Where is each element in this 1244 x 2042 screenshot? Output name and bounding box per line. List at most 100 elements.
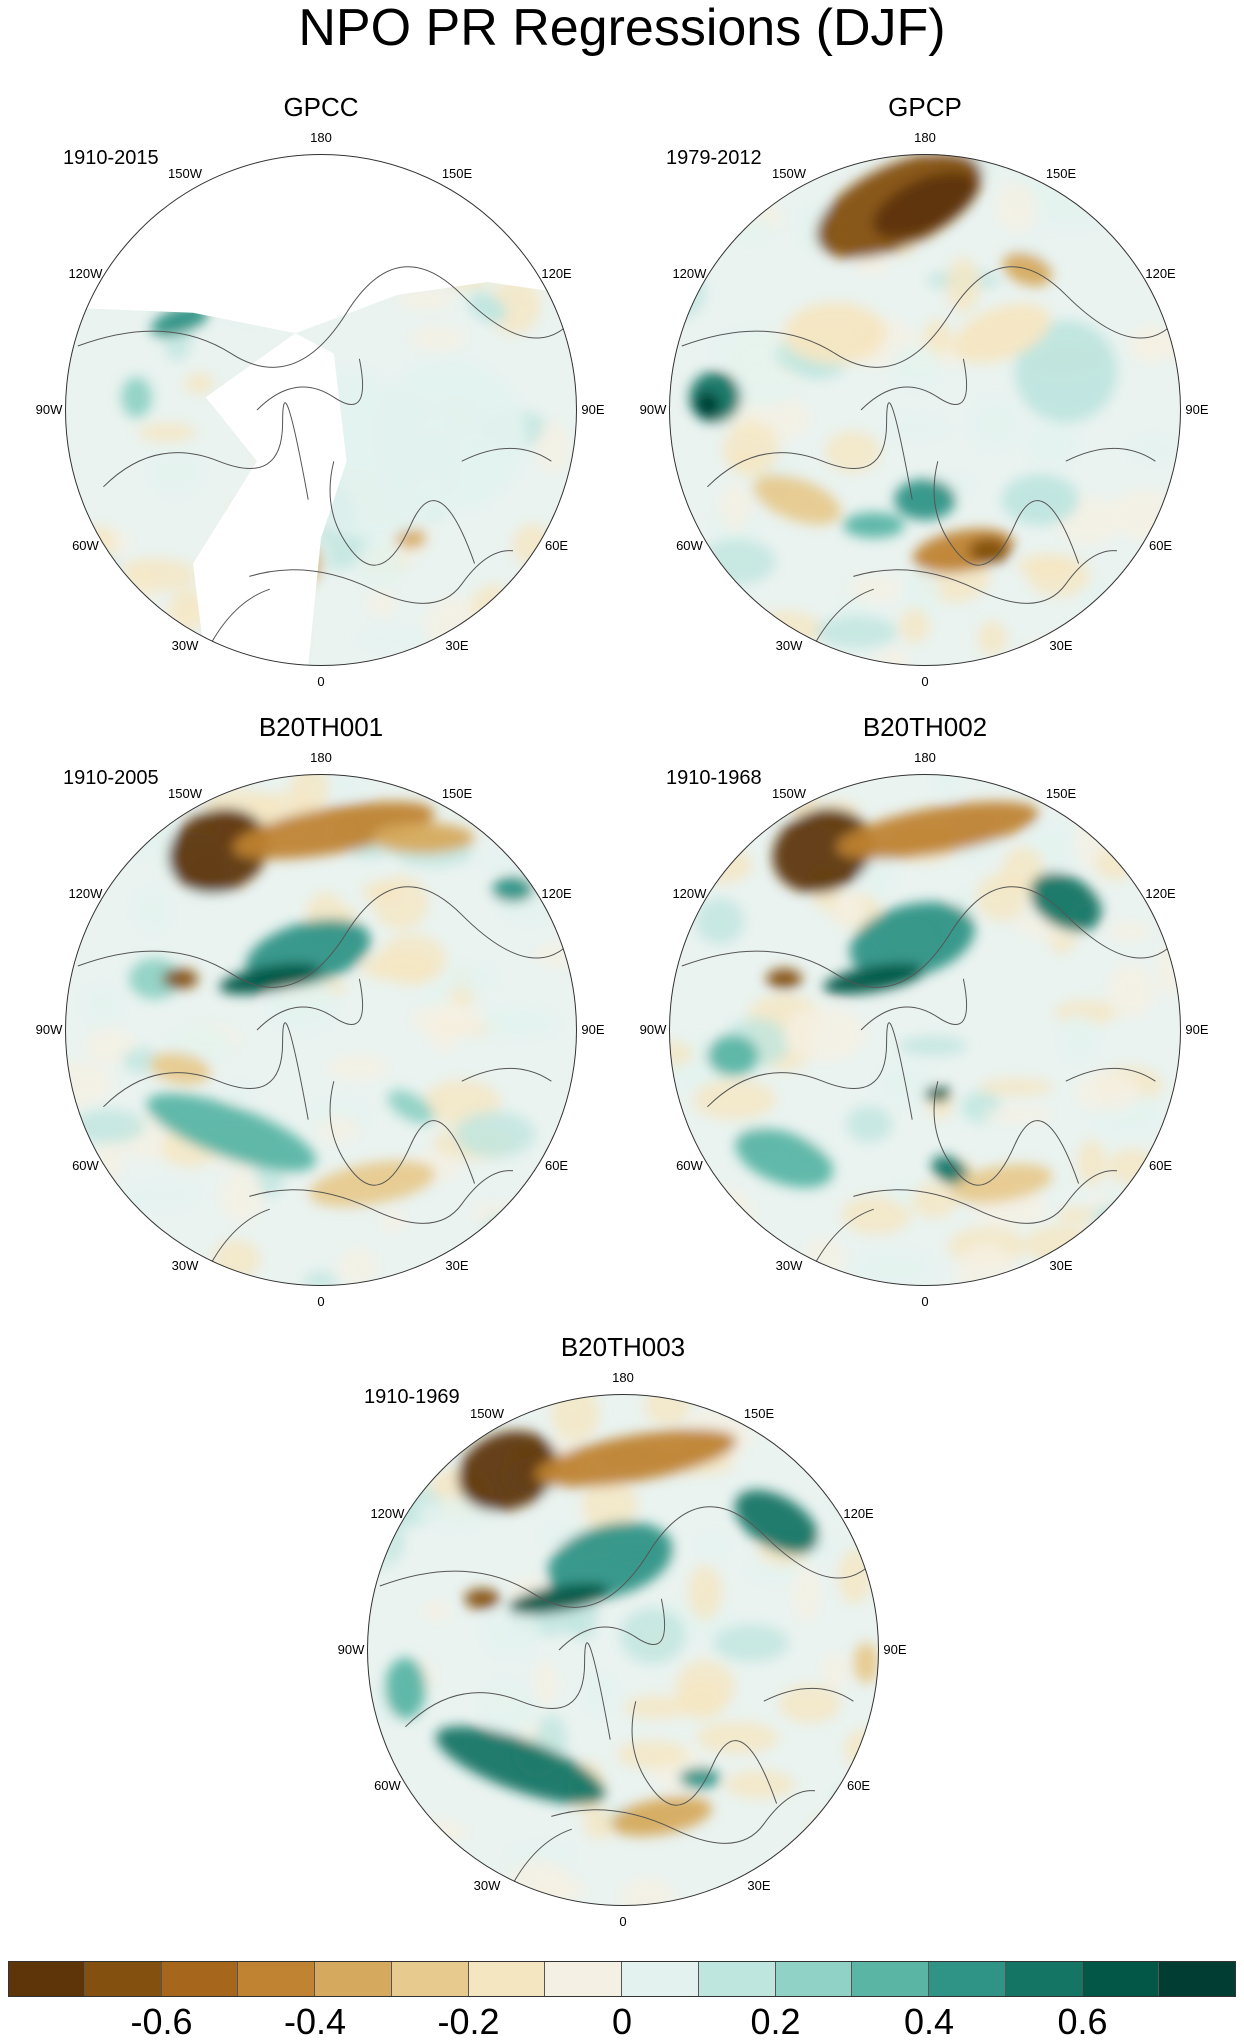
lon-label-180: 180 [310, 750, 332, 765]
anomaly-blob [1014, 320, 1117, 423]
field-patch [890, 344, 943, 390]
field-patch [934, 774, 963, 800]
field-patch [65, 1061, 113, 1107]
field-patch [581, 1479, 638, 1529]
field-patch [534, 942, 577, 968]
anomaly-blob [162, 968, 199, 990]
field-patch [723, 215, 773, 242]
field-patch [380, 1208, 407, 1232]
colorbar-box [929, 1961, 1006, 1997]
anomaly-blob [435, 1726, 606, 1805]
field-patch [1156, 943, 1181, 997]
field-patch [148, 448, 204, 496]
field-patch [89, 1251, 166, 1280]
coastline [763, 1687, 854, 1702]
lon-label-30e: 30E [445, 637, 469, 653]
anomaly-blob [707, 1035, 759, 1077]
colorbar-tick-label: -0.6 [130, 2001, 193, 2042]
polar-map-b20th001 [65, 774, 577, 1286]
field-patch [114, 558, 198, 592]
coastline [707, 1022, 913, 1120]
colorbar-box [84, 1961, 162, 1997]
coastline [631, 1701, 778, 1806]
field-patch [481, 1607, 540, 1658]
anomaly-blob [232, 801, 435, 860]
field-patch [533, 1660, 559, 1706]
field-patch [778, 1684, 842, 1723]
anomaly-blob [149, 1052, 211, 1085]
lon-label-150e: 150E [1045, 786, 1077, 802]
lon-label-120w: 120W [672, 886, 707, 901]
panel-title-b20th003: B20TH003 [560, 1332, 686, 1362]
field-patch [472, 1203, 519, 1223]
field-patch [485, 1241, 530, 1263]
lon-label-180: 180 [612, 1370, 634, 1385]
field-patch [303, 1272, 338, 1286]
lon-label-30w: 30W [775, 637, 803, 653]
panel-title-b20th002: B20TH002 [862, 712, 988, 742]
field-patch [65, 163, 138, 183]
anomaly-blob [168, 808, 269, 894]
field-patch [796, 1394, 870, 1418]
field-patch [357, 537, 403, 590]
field-patch [420, 1889, 461, 1906]
field-patch [551, 1394, 600, 1442]
anomaly-blob [1030, 872, 1102, 932]
field-patch [744, 1560, 803, 1582]
field-patch [820, 1653, 849, 1689]
lon-label-60w: 60W [72, 538, 99, 553]
anomaly-blob [384, 1657, 426, 1720]
anomaly-blob [679, 1767, 721, 1789]
lon-label-180: 180 [310, 130, 332, 145]
field-patch [838, 1549, 872, 1604]
field-patch [533, 820, 577, 858]
field-patch [687, 1565, 723, 1620]
coastline [103, 402, 309, 500]
field-patch [732, 185, 780, 206]
field-patch [454, 1111, 535, 1158]
field-patch [389, 1819, 470, 1843]
field-patch [723, 420, 779, 477]
coastline [860, 978, 967, 1031]
coastline [681, 886, 1169, 988]
field-patch [367, 1512, 404, 1569]
lon-label-30w: 30W [473, 1877, 501, 1893]
anomaly-blob [872, 171, 978, 239]
field-patch [669, 802, 746, 832]
polar-map-b20th003 [367, 1394, 879, 1906]
field-patch [874, 1063, 935, 1106]
field-patch [220, 1172, 264, 1222]
coastline [77, 266, 565, 368]
map-border [669, 154, 1181, 666]
anomaly-blob [823, 963, 925, 995]
field-patch [120, 1182, 201, 1208]
lon-label-60e: 60E [1148, 1158, 1173, 1173]
field-patch [713, 1624, 789, 1662]
field-patch [669, 841, 703, 860]
colorbar-box [315, 1961, 392, 1997]
colorbar-box [852, 1961, 929, 1997]
field-patch [471, 584, 516, 627]
colorbar-box [545, 1961, 622, 1997]
period-label-gpcc: 1910-2015 [63, 147, 159, 169]
field-patch [696, 1721, 779, 1754]
field-patch [1103, 1189, 1181, 1208]
field-patch [536, 421, 570, 473]
anomaly-blob [843, 512, 905, 538]
field-patch [624, 1695, 691, 1720]
coastline [103, 1022, 309, 1120]
field-patch [912, 1182, 957, 1219]
coastline [853, 550, 1118, 604]
field-patch [815, 615, 898, 649]
field-patch [479, 1006, 552, 1037]
field-patch [644, 1394, 691, 1425]
coastline [707, 402, 913, 500]
field-patch [1107, 963, 1155, 1018]
colorbar-box [622, 1961, 699, 1997]
lon-label-30e: 30E [445, 1257, 469, 1273]
lon-label-180: 180 [914, 750, 936, 765]
colorbar-box [8, 1961, 85, 1997]
lon-label-150e: 150E [743, 1406, 775, 1422]
anomaly-blob [925, 1086, 951, 1102]
colorbar-tick-label: -0.2 [437, 2001, 500, 2042]
